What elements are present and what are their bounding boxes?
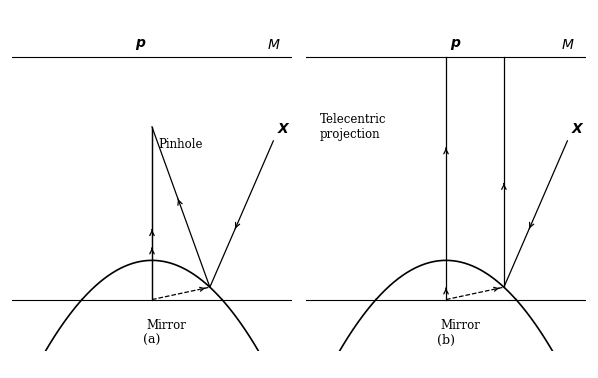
Text: $M$: $M$	[562, 38, 575, 52]
Text: $M$: $M$	[267, 38, 281, 52]
Text: (b): (b)	[437, 334, 455, 347]
Text: $\boldsymbol{p}$: $\boldsymbol{p}$	[135, 37, 147, 52]
Text: Telecentric
projection: Telecentric projection	[320, 113, 386, 141]
Text: Mirror: Mirror	[146, 319, 186, 332]
Text: Mirror: Mirror	[440, 319, 480, 332]
Text: $\boldsymbol{X}$: $\boldsymbol{X}$	[571, 122, 585, 136]
Text: Pinhole: Pinhole	[158, 138, 203, 151]
Text: $\boldsymbol{p}$: $\boldsymbol{p}$	[450, 37, 461, 52]
Text: (a): (a)	[144, 334, 161, 347]
Text: $\boldsymbol{X}$: $\boldsymbol{X}$	[277, 122, 291, 136]
